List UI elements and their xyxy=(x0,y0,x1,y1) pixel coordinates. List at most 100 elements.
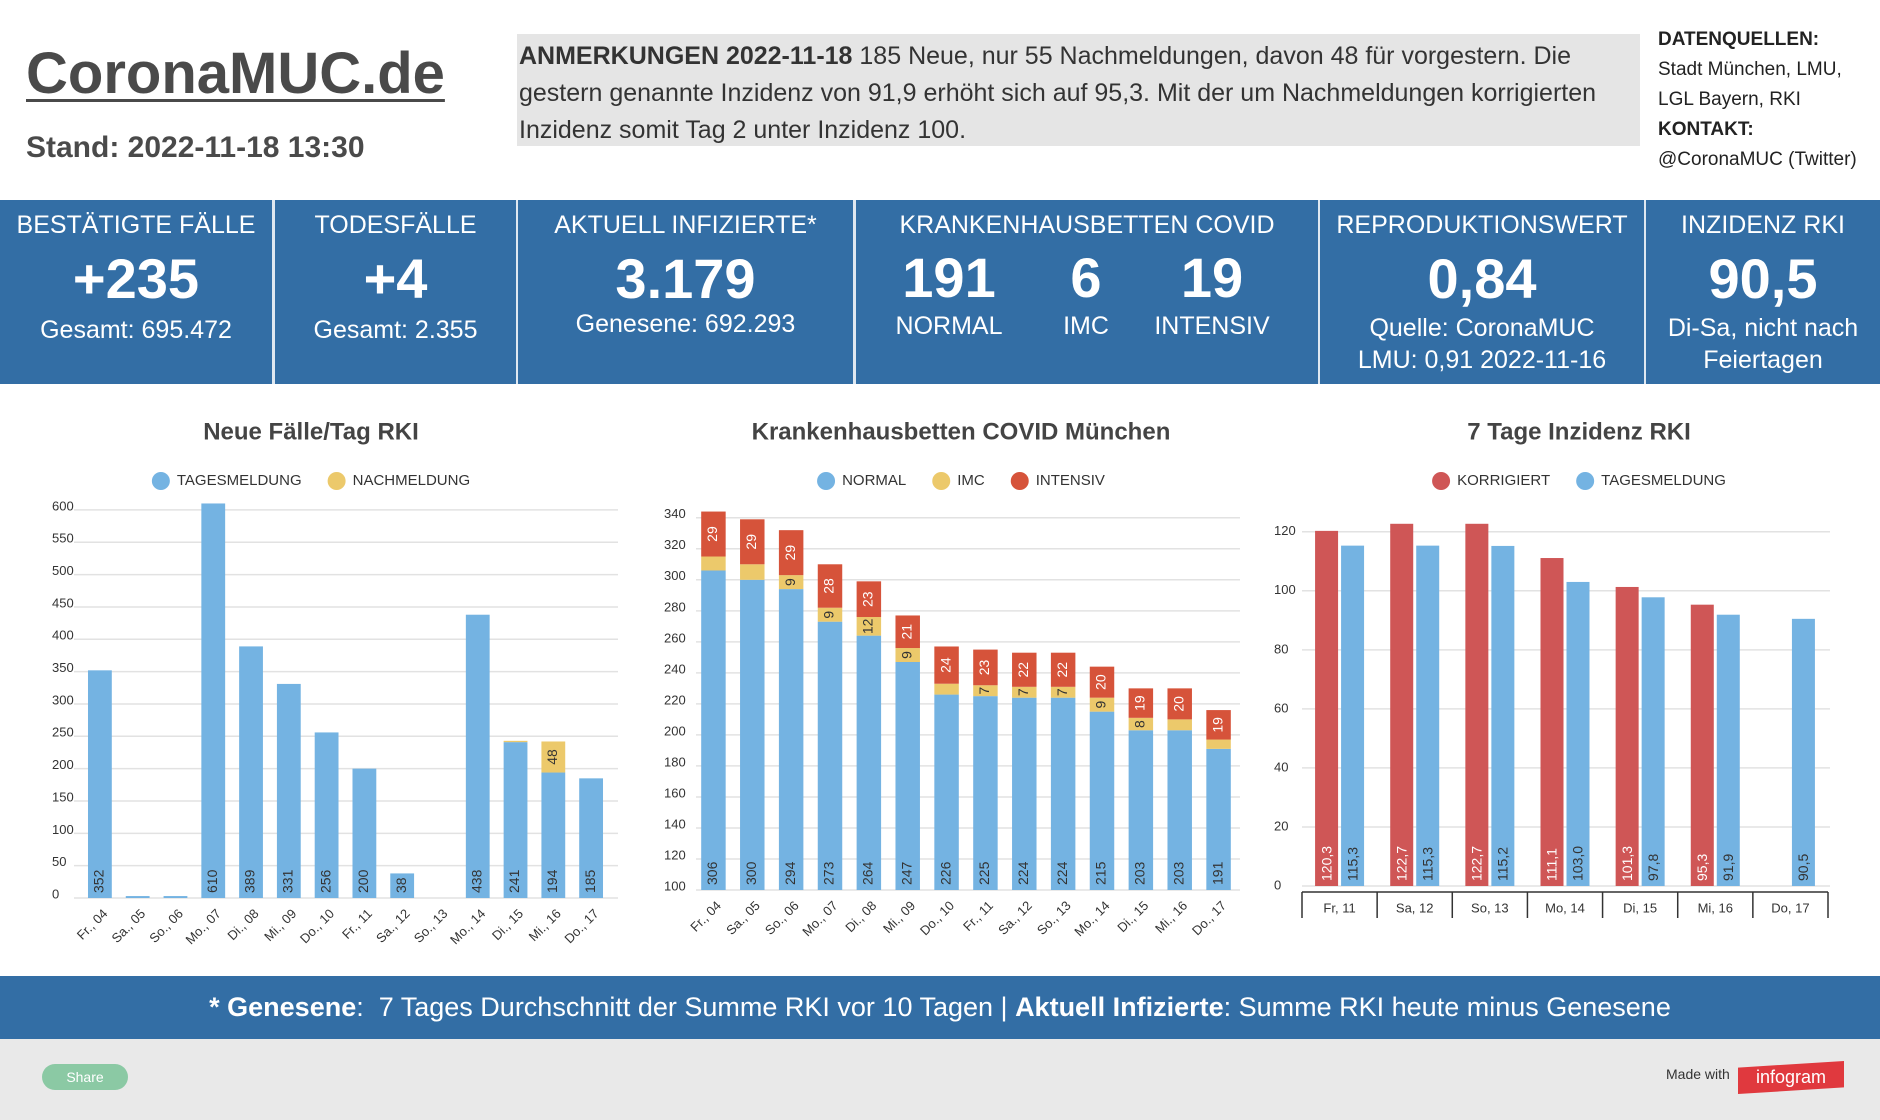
bar-segment xyxy=(1206,748,1231,890)
x-tick-label: Mo., 07 xyxy=(799,898,840,939)
data-label: 20 xyxy=(1093,674,1109,690)
bar-segment xyxy=(314,732,339,898)
bar-segment xyxy=(1089,697,1115,712)
bar-segment xyxy=(503,740,528,743)
bar-segment xyxy=(1206,739,1231,749)
kpi-sub: Gesamt: 695.472 xyxy=(40,316,232,344)
bar-segment xyxy=(541,772,566,898)
data-label: 28 xyxy=(821,578,837,594)
site-title[interactable]: CoronaMUC.de xyxy=(26,41,445,106)
bar-segment xyxy=(856,635,882,890)
bar xyxy=(1465,523,1489,886)
sources-heading: DATENQUELLEN: xyxy=(1658,29,1820,50)
x-tick-label: Do., 17 xyxy=(561,906,601,946)
x-tick-label: Di., 15 xyxy=(1114,898,1151,935)
kpi-value: 0,84 xyxy=(1427,247,1537,310)
bar-segment xyxy=(1128,730,1154,890)
bar-segment xyxy=(778,530,804,576)
y-tick-label: 400 xyxy=(52,628,74,643)
legend-label: TAGESMELDUNG xyxy=(177,472,302,489)
data-label: 91,9 xyxy=(1720,854,1736,881)
bar-segment xyxy=(1089,666,1115,698)
kpi-value: 191 xyxy=(902,246,996,309)
y-tick-label: 120 xyxy=(664,847,686,862)
data-label: 19 xyxy=(1209,717,1225,733)
data-label: 101,3 xyxy=(1619,846,1635,881)
legend-label: TAGESMELDUNG xyxy=(1601,472,1726,489)
bar-segment xyxy=(465,614,490,898)
contact: @CoronaMUC (Twitter) xyxy=(1658,149,1857,170)
y-tick-label: 200 xyxy=(52,757,74,772)
bar xyxy=(1416,545,1440,886)
legend: KORRIGIERT TAGESMELDUNG xyxy=(1432,472,1726,490)
bar-segment xyxy=(817,621,843,890)
legend-label: IMC xyxy=(957,472,985,489)
bar-segment xyxy=(352,768,377,898)
y-tick-label: 140 xyxy=(664,816,686,831)
kpi-value: +4 xyxy=(363,247,428,310)
data-label: 200 xyxy=(355,869,371,893)
bar-segment xyxy=(1012,697,1037,890)
legend-swatch xyxy=(151,472,170,490)
x-tick-label: Mo., 14 xyxy=(447,906,488,947)
legend-swatch xyxy=(932,472,951,490)
x-tick-label: So., 06 xyxy=(146,906,186,946)
data-label: 20 xyxy=(1170,696,1186,712)
legend-swatch xyxy=(1432,472,1451,490)
bar-segment xyxy=(579,778,604,898)
bar-segment xyxy=(740,564,765,580)
bar xyxy=(1491,545,1515,886)
y-tick-label: 300 xyxy=(664,568,686,583)
y-tick-label: 600 xyxy=(52,498,74,513)
bar xyxy=(1566,581,1590,886)
x-tick-label: Fr., 11 xyxy=(339,906,375,942)
data-label: 352 xyxy=(91,869,107,893)
data-label: 95,3 xyxy=(1694,854,1710,881)
x-tick-label: Sa., 12 xyxy=(995,898,1035,938)
data-label: 29 xyxy=(743,534,759,550)
y-tick-label: 120 xyxy=(1274,523,1296,538)
share-button[interactable]: Share xyxy=(42,1064,128,1090)
data-label: 111,1 xyxy=(1544,848,1560,881)
x-tick-label: Mo., 14 xyxy=(1071,898,1112,939)
chart-title: 7 Tage Inzidenz RKI xyxy=(1467,418,1691,445)
data-label: 21 xyxy=(898,624,914,640)
kpi-value: 19 xyxy=(1180,246,1244,309)
footer-text: : Summe RKI heute minus Genesene xyxy=(1223,992,1671,1022)
bar-segment xyxy=(1167,719,1192,731)
x-tick-label: Sa., 05 xyxy=(108,906,148,946)
charts: Neue Fälle/Tag RKI TAGESMELDUNG NACHMELDUN… xyxy=(52,418,1830,947)
source-line: Stadt München, LMU, xyxy=(1658,59,1842,80)
x-tick-label: Di., 15 xyxy=(489,906,526,943)
sources: DATENQUELLEN: Stadt München, LMU, LGL Ba… xyxy=(1658,25,1857,175)
bottom-bar xyxy=(0,1039,1880,1120)
bar-segment xyxy=(934,694,959,890)
bar-segment xyxy=(973,685,998,697)
data-label: 122,7 xyxy=(1393,846,1409,881)
y-tick-label: 300 xyxy=(52,692,74,707)
data-label: 264 xyxy=(860,861,876,885)
notes-text: 185 Neue, nur 55 Nachmeldungen, davon 48… xyxy=(519,42,1597,144)
kpi-sub: LMU: 0,91 2022-11-16 xyxy=(1357,346,1607,374)
y-tick-label: 20 xyxy=(1274,818,1288,833)
bar xyxy=(1390,523,1414,886)
footer-bold: * Genesene xyxy=(209,992,357,1022)
x-tick-label: Fr., 11 xyxy=(960,898,996,934)
made-with: Made with xyxy=(1666,1066,1730,1082)
data-label: 241 xyxy=(506,869,522,893)
bar-segment xyxy=(87,670,112,898)
x-tick-label: Mi., 16 xyxy=(1152,898,1190,936)
chart-title: Neue Fälle/Tag RKI xyxy=(203,418,419,445)
data-label: 90,5 xyxy=(1795,854,1811,881)
data-label: 115,3 xyxy=(1419,847,1435,881)
y-tick-label: 60 xyxy=(1274,700,1288,715)
data-label: 300 xyxy=(743,861,759,885)
data-label: 226 xyxy=(937,861,953,885)
x-tick-label: Mi., 09 xyxy=(880,898,918,936)
bar-segment xyxy=(1050,697,1076,890)
legend-swatch xyxy=(817,472,836,490)
kpi-label: IMC xyxy=(1063,312,1109,340)
data-label: 306 xyxy=(704,861,720,885)
kpi-title: BESTÄTIGTE FÄLLE xyxy=(16,211,256,239)
x-tick-label: So, 13 xyxy=(1471,900,1509,915)
